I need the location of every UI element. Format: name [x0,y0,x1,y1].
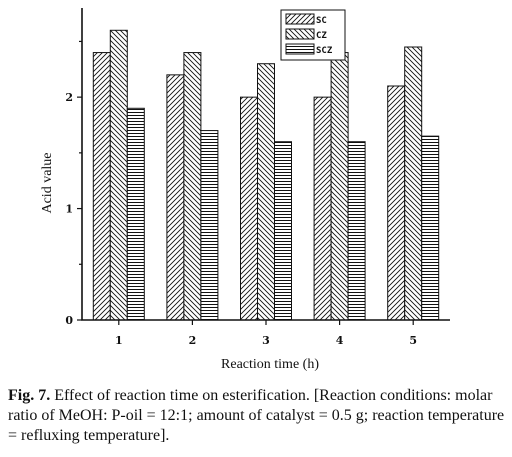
legend-swatch-sc [285,13,315,25]
y-axis-title: Acid value [40,152,55,213]
figure-label: Fig. 7. [8,387,51,404]
bar-sc-3 [240,96,258,321]
bar-cz-5 [404,46,423,321]
y-tick-label: 1 [65,203,73,216]
x-tick-label: 4 [336,334,344,347]
bar-cz-3 [257,63,275,321]
legend-label-cz: CZ [316,31,327,41]
bar-chart: 1 2 3 4 5 0 1 2 Acid value Reaction time (h) SC… [40,8,450,372]
x-tick-label: 5 [409,334,417,347]
legend-label-scz: SCZ [316,46,333,56]
legend-label-sc: SC [316,16,327,26]
legend: SC CZ SCZ [280,9,346,61]
x-tick-label: 2 [189,334,197,347]
x-tick-label: 3 [262,334,270,347]
y-tick-label: 2 [65,91,73,104]
legend-swatch-scz [285,43,315,55]
x-axis-title: Reaction time (h) [221,357,319,372]
bar-sc-1 [92,52,111,321]
bar-scz-4 [347,141,366,321]
bars-layer [92,29,440,321]
bar-scz-1 [126,107,145,321]
bar-scz-2 [200,130,219,321]
figure-caption-text: Effect of reaction time on esterificatio… [8,387,505,444]
x-tick-label: 1 [115,334,123,347]
bar-cz-2 [183,52,202,321]
bar-scz-5 [421,135,440,321]
plot-frame-axes [81,8,450,321]
bar-scz-3 [274,141,292,321]
bar-cz-1 [109,29,128,321]
bar-sc-4 [313,96,332,321]
bar-sc-5 [387,85,406,321]
y-tick-label: 0 [65,314,73,327]
bar-cz-4 [330,52,349,321]
figure-caption: Fig. 7. Effect of reaction time on ester… [8,386,508,446]
legend-swatch-cz [285,28,315,40]
bar-sc-2 [166,74,185,321]
